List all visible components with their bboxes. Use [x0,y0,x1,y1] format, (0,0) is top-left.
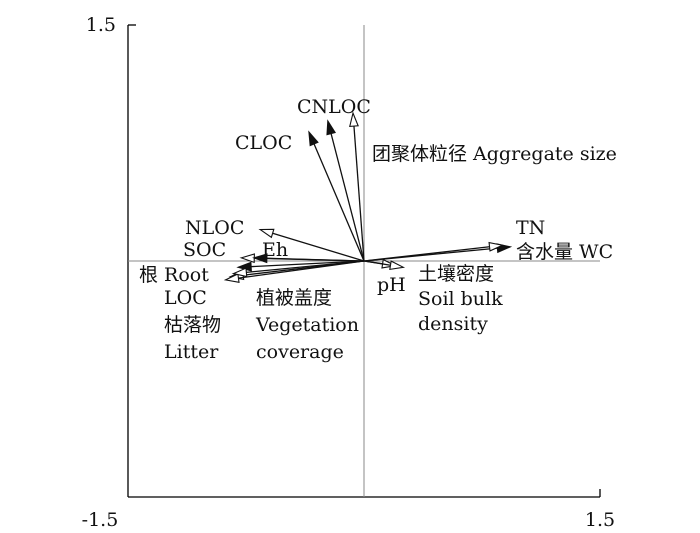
vector-label-cnloc: CNLOC [297,96,371,118]
vector-shaft-wc [363,246,490,262]
vector-label-bulk-line-3: density [418,313,488,335]
vector-arrowhead-nloc [258,228,275,239]
vector-label-vegetation-line-3: coverage [256,341,344,363]
y-tick-label-top: 1.5 [86,14,116,36]
vector-arrowhead-cloc [308,130,319,147]
x-tick-label-right: 1.5 [585,509,615,531]
vector-shaft-vegetation [246,260,365,273]
vector-arrowhead-cnloc [326,119,337,136]
vector-arrowhead-eh [252,253,268,264]
vector-label-bulk-line-2: Soil bulk [418,288,503,310]
vector-label-litter-line-2: Litter [164,341,219,363]
vector-label-tn: TN [516,217,545,239]
vector-label-vegetation-line-2: Vegetation [255,314,359,336]
variable-vectors [223,111,513,283]
vector-shaft-cloc [309,135,365,262]
vector-shaft-eh [257,257,365,262]
vector-shaft-root [242,260,365,268]
x-tick-label-left: -1.5 [82,509,119,531]
vector-label-litter-line-1: 枯落物 [164,314,221,336]
vector-shaft-aggregate [353,126,365,262]
vector-label-eh: Eh [262,239,288,261]
vector-label-bulk-line-1: 土壤密度 [418,263,494,285]
vector-label-soc: SOC [183,239,226,261]
vector-label-wc: 含水量 WC [516,241,613,263]
vector-arrowhead-litter [223,273,240,283]
vector-shaft-bulk [363,260,391,266]
vector-arrowhead-bulk [389,260,406,271]
vector-shaft-litter [238,260,365,279]
vector-arrowhead-wc [488,241,505,252]
vector-label-nloc: NLOC [185,217,244,239]
vector-label-ph: pH [377,274,406,296]
vector-label-root: 根 Root [139,264,209,286]
vector-label-loc: LOC [164,287,207,309]
vector-label-cloc: CLOC [235,132,292,154]
vector-shaft-nloc [272,232,365,262]
vector-label-vegetation-line-1: 植被盖度 [256,287,332,309]
tick-labels: 1.5 -1.5 1.5 [82,14,615,531]
vector-shaft-cnloc [328,124,365,262]
vector-arrowhead-aggregate [349,111,359,127]
vector-arrowhead-vegetation [231,267,248,278]
vector-label-aggregate: 团聚体粒径 Aggregate size [372,143,617,165]
